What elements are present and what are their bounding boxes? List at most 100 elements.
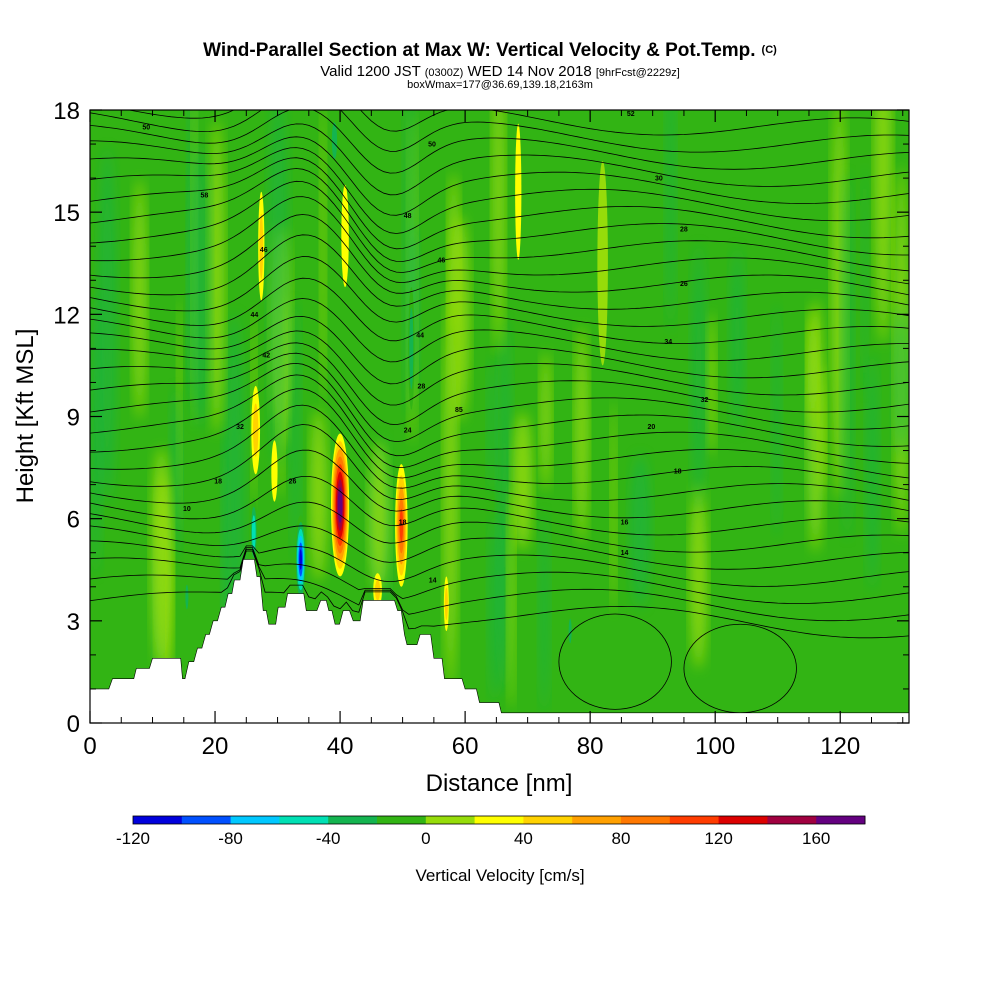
weak-downdraft-streak [290,300,301,559]
weak-updraft-streak [807,309,819,429]
isentrope-line [90,123,909,196]
colorbar-swatch [328,816,378,824]
colorbar-swatch [377,816,427,824]
updraft-cell [395,464,408,587]
terrain-mask [90,559,909,723]
isentrope-line [90,110,909,153]
velocity-contour-band [253,403,259,457]
colorbar-label: Vertical Velocity [cm/s] [415,866,584,885]
updraft-cell [515,123,522,260]
weak-downdraft-streak [691,243,707,508]
y-tick-label: 12 [53,302,80,329]
weak-updraft-streak [132,177,147,420]
updraft-cell [331,433,350,577]
downdraft-cell [408,287,415,410]
contour-label: 44 [416,332,424,339]
colorbar-tick-label: 40 [514,829,533,848]
contour-label: 14 [429,577,437,584]
chart-subtitle-location: boxWmax=177@36.69,139.18,2163m [407,79,593,91]
contour-label: 14 [621,550,629,557]
weak-updraft-streak [707,312,716,457]
colorbar-swatch [133,816,183,824]
weak-downdraft-streak [97,146,117,504]
velocity-contour-band [568,618,572,644]
isentrope-line [90,298,909,363]
contour-label: 46 [437,257,445,264]
isentrope-line [90,214,909,296]
colorbar-swatch [230,816,280,824]
weak-downdraft-streak [729,246,745,434]
downdraft-cell [250,498,258,567]
colorbar-swatch [816,816,866,824]
contour-label: 28 [417,383,425,390]
velocity-contour-band [299,549,302,570]
weak-downdraft-streak [268,110,289,467]
x-axis-label: Distance [nm] [426,770,573,797]
weak-downdraft-streak [772,301,782,539]
colorbar-swatch [523,816,573,824]
weak-updraft-streak [689,484,708,670]
velocity-contour-band [515,123,522,260]
contour-label: 44 [251,312,259,319]
isentrope-line [90,196,909,285]
contour-label: 46 [260,247,268,254]
isentrope-line [90,449,909,519]
weak-updraft-streak [208,118,225,435]
velocity-contour-band [185,584,189,610]
isentrope-line [90,404,909,491]
isentrope-line [558,613,672,710]
colorbar-swatch [572,816,622,824]
contour-label: 20 [648,424,656,431]
isentrope-line [90,540,909,587]
contour-label: 52 [627,111,635,118]
isentrope-line [90,147,909,234]
isentrope-line [90,157,909,250]
y-tick-label: 15 [53,200,80,227]
weak-updraft-streak [512,411,533,551]
colorbar-tick-label: 120 [704,829,732,848]
updraft-cell [258,191,265,301]
x-tick-label: 0 [83,733,96,760]
isentrope-line [126,110,909,136]
isentrope-line [90,110,909,174]
velocity-contour-band [444,587,448,621]
velocity-cells [184,110,608,652]
colorbar-swatch [425,816,476,824]
isentrope-line [90,374,909,469]
isentrope-line [90,234,909,310]
isentrope-line [90,168,909,262]
isentrope-line [90,525,909,570]
isentrope-line [90,501,909,553]
weak-updraft-streak [319,110,327,404]
isentrope-line [90,315,909,385]
isentrope-line [90,136,909,216]
contour-label: 50 [428,142,436,149]
weak-updraft-streak [610,401,617,614]
colorbar-tick-label: -80 [218,829,243,848]
y-tick-label: 9 [67,405,80,432]
y-tick-label: 6 [67,507,80,534]
isentrope-line [90,550,909,639]
weak-downdraft-streak [629,453,651,609]
velocity-contour-band [341,184,349,288]
weak-updraft-streak [310,408,327,583]
weak-downdraft-streak [893,304,909,454]
isentrope-line [90,180,909,273]
contour-label: 16 [621,520,629,527]
potential-temperature-contours [90,110,909,714]
y-axis-label: Height [Kft MSL] [12,329,39,504]
isentrope-line [90,388,909,479]
contour-label: 10 [183,506,191,513]
colorbar-tick-label: 0 [421,829,430,848]
contour-label: 34 [664,339,672,346]
weak-downdraft-streak [170,386,182,558]
contour-label: 18 [214,479,222,486]
weak-updraft-streak [151,447,172,666]
updraft-cell [341,184,349,288]
velocity-contour-band [251,515,256,550]
x-tick-label: 60 [452,733,479,760]
y-tick-label: 0 [67,711,80,738]
contour-label: 18 [674,468,682,475]
weak-downdraft-streak [841,172,854,540]
colorbar-tick-label: 160 [802,829,830,848]
